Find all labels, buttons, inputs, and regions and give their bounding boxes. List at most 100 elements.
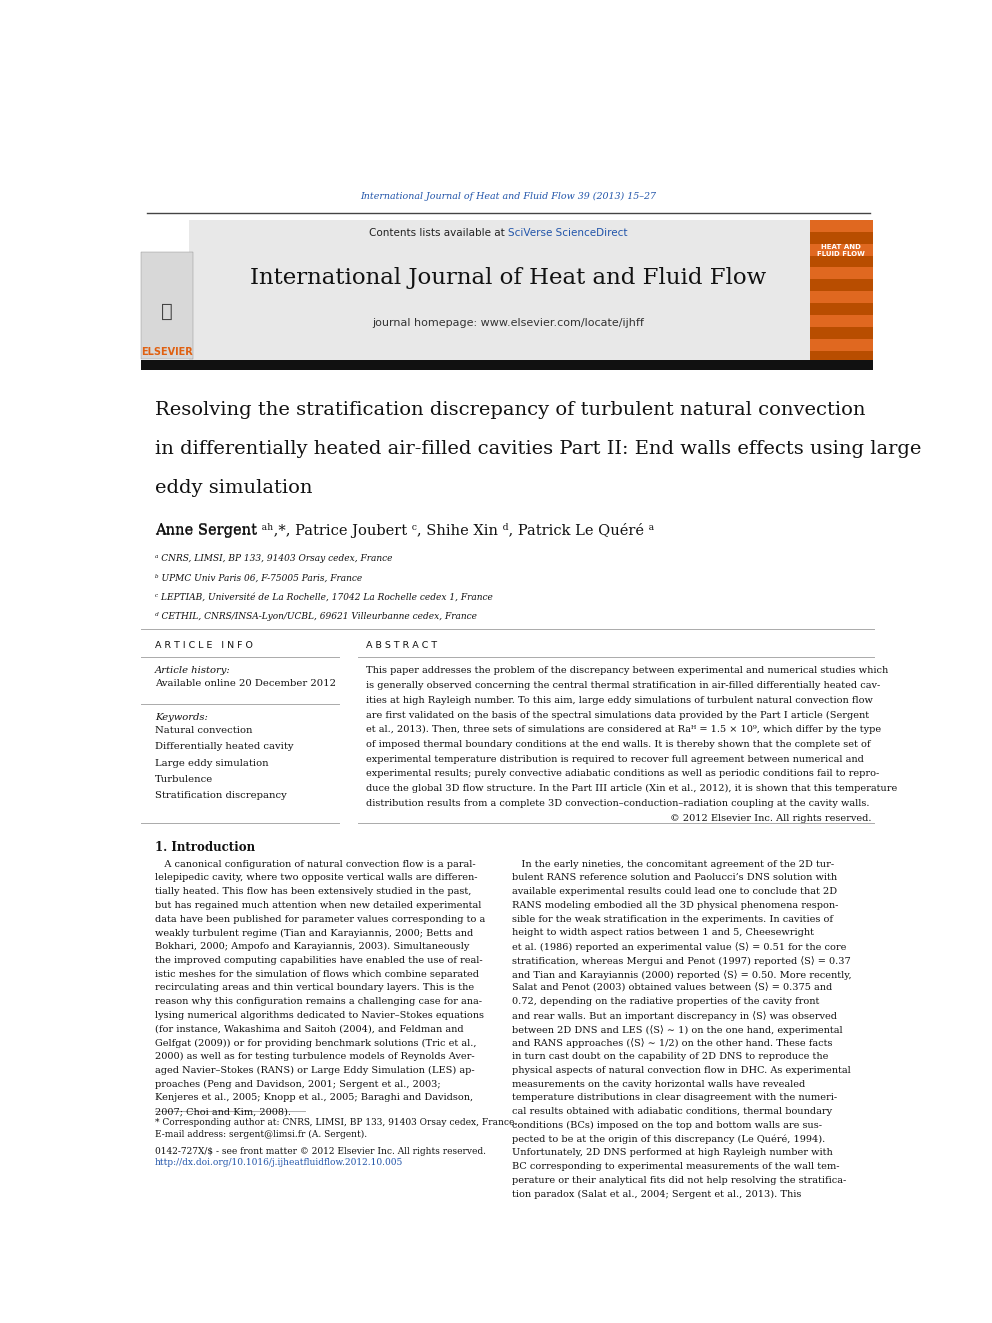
Text: distribution results from a complete 3D convection–conduction–radiation coupling: distribution results from a complete 3D … (366, 799, 870, 808)
Text: journal homepage: www.elsevier.com/locate/ijhff: journal homepage: www.elsevier.com/locat… (372, 318, 645, 328)
Text: measurements on the cavity horizontal walls have revealed: measurements on the cavity horizontal wa… (512, 1080, 806, 1089)
Text: weakly turbulent regime (Tian and Karayiannis, 2000; Betts and: weakly turbulent regime (Tian and Karayi… (155, 929, 473, 938)
Text: experimental results; purely convective adiabatic conditions as well as periodic: experimental results; purely convective … (366, 770, 880, 778)
Bar (809, 220, 873, 232)
Text: are first validated on the basis of the spectral simulations data provided by th: are first validated on the basis of the … (366, 710, 869, 720)
Bar (189, 220, 812, 363)
Text: eddy simulation: eddy simulation (155, 479, 312, 496)
Text: lysing numerical algorithms dedicated to Navier–Stokes equations: lysing numerical algorithms dedicated to… (155, 1011, 484, 1020)
Text: A canonical configuration of natural convection flow is a paral-: A canonical configuration of natural con… (155, 860, 475, 869)
Text: RANS modeling embodied all the 3D physical phenomena respon-: RANS modeling embodied all the 3D physic… (512, 901, 838, 910)
Text: http://dx.doi.org/10.1016/j.ijheatfluidflow.2012.10.005: http://dx.doi.org/10.1016/j.ijheatfluidf… (155, 1158, 403, 1167)
Text: BC corresponding to experimental measurements of the wall tem-: BC corresponding to experimental measure… (512, 1162, 840, 1171)
Text: experimental temperature distribution is required to recover full agreement betw: experimental temperature distribution is… (366, 754, 864, 763)
Bar (809, 232, 873, 243)
Bar (809, 351, 873, 363)
Text: ᵇ UPMC Univ Paris 06, F-75005 Paris, France: ᵇ UPMC Univ Paris 06, F-75005 Paris, Fra… (155, 573, 362, 582)
Text: 2007; Choi and Kim, 2008).: 2007; Choi and Kim, 2008). (155, 1107, 291, 1117)
Text: 1. Introduction: 1. Introduction (155, 841, 255, 855)
Bar (809, 339, 873, 351)
Text: Available online 20 December 2012: Available online 20 December 2012 (155, 679, 335, 688)
Text: A R T I C L E   I N F O: A R T I C L E I N F O (155, 640, 253, 650)
Bar (141, 360, 873, 369)
Text: bulent RANS reference solution and Paolucci’s DNS solution with: bulent RANS reference solution and Paolu… (512, 873, 837, 882)
Text: © 2012 Elsevier Inc. All rights reserved.: © 2012 Elsevier Inc. All rights reserved… (670, 814, 871, 823)
Bar (809, 267, 873, 279)
Text: cal results obtained with adiabatic conditions, thermal boundary: cal results obtained with adiabatic cond… (512, 1107, 832, 1117)
Text: tially heated. This flow has been extensively studied in the past,: tially heated. This flow has been extens… (155, 888, 471, 896)
Text: Kenjeres et al., 2005; Knopp et al., 2005; Baraghi and Davidson,: Kenjeres et al., 2005; Knopp et al., 200… (155, 1093, 473, 1102)
Text: (for instance, Wakashima and Saitoh (2004), and Feldman and: (for instance, Wakashima and Saitoh (200… (155, 1025, 463, 1033)
Text: between 2D DNS and LES (⟨S⟩ ∼ 1) on the one hand, experimental: between 2D DNS and LES (⟨S⟩ ∼ 1) on the … (512, 1025, 843, 1035)
Text: in turn cast doubt on the capability of 2D DNS to reproduce the: in turn cast doubt on the capability of … (512, 1052, 828, 1061)
Text: istic meshes for the simulation of flows which combine separated: istic meshes for the simulation of flows… (155, 970, 479, 979)
Text: SciVerse ScienceDirect: SciVerse ScienceDirect (509, 228, 628, 238)
Bar (809, 315, 873, 327)
Text: A B S T R A C T: A B S T R A C T (366, 640, 437, 650)
Text: temperature distributions in clear disagreement with the numeri-: temperature distributions in clear disag… (512, 1093, 837, 1102)
Text: conditions (BCs) imposed on the top and bottom walls are sus-: conditions (BCs) imposed on the top and … (512, 1121, 822, 1130)
Bar (809, 279, 873, 291)
Text: 2000) as well as for testing turbulence models of Reynolds Aver-: 2000) as well as for testing turbulence … (155, 1052, 474, 1061)
Text: International Journal of Heat and Fluid Flow: International Journal of Heat and Fluid … (250, 267, 767, 288)
Text: et al. (1986) reported an experimental value ⟨S⟩ = 0.51 for the core: et al. (1986) reported an experimental v… (512, 942, 846, 953)
Text: Resolving the stratification discrepancy of turbulent natural convection: Resolving the stratification discrepancy… (155, 401, 865, 419)
Text: stratification, whereas Mergui and Penot (1997) reported ⟨S⟩ = 0.37: stratification, whereas Mergui and Penot… (512, 957, 851, 966)
Text: Article history:: Article history: (155, 665, 230, 675)
Text: ities at high Rayleigh number. To this aim, large eddy simulations of turbulent : ities at high Rayleigh number. To this a… (366, 696, 873, 705)
Text: duce the global 3D flow structure. In the Part III article (Xin et al., 2012), i: duce the global 3D flow structure. In th… (366, 785, 898, 794)
Bar (809, 327, 873, 339)
Text: but has regained much attention when new detailed experimental: but has regained much attention when new… (155, 901, 481, 910)
Text: Anne Sergent: Anne Sergent (155, 524, 261, 537)
Text: aged Navier–Stokes (RANS) or Large Eddy Simulation (LES) ap-: aged Navier–Stokes (RANS) or Large Eddy … (155, 1066, 474, 1076)
Text: Keywords:: Keywords: (155, 713, 207, 722)
Text: tion paradox (Salat et al., 2004; Sergent et al., 2013). This: tion paradox (Salat et al., 2004; Sergen… (512, 1189, 802, 1199)
Text: recirculating areas and thin vertical boundary layers. This is the: recirculating areas and thin vertical bo… (155, 983, 474, 992)
Text: sible for the weak stratification in the experiments. In cavities of: sible for the weak stratification in the… (512, 914, 833, 923)
Text: pected to be at the origin of this discrepancy (Le Quéré, 1994).: pected to be at the origin of this discr… (512, 1135, 825, 1144)
Text: proaches (Peng and Davidson, 2001; Sergent et al., 2003;: proaches (Peng and Davidson, 2001; Serge… (155, 1080, 440, 1089)
Text: physical aspects of natural convection flow in DHC. As experimental: physical aspects of natural convection f… (512, 1066, 851, 1074)
Bar (809, 220, 873, 363)
Text: reason why this configuration remains a challenging case for ana-: reason why this configuration remains a … (155, 998, 482, 1007)
Text: 🌳: 🌳 (161, 302, 173, 321)
Text: Bokhari, 2000; Ampofo and Karayiannis, 2003). Simultaneously: Bokhari, 2000; Ampofo and Karayiannis, 2… (155, 942, 469, 951)
Text: Salat and Penot (2003) obtained values between ⟨S⟩ = 0.375 and: Salat and Penot (2003) obtained values b… (512, 983, 832, 992)
Text: the improved computing capabilities have enabled the use of real-: the improved computing capabilities have… (155, 957, 482, 964)
Text: available experimental results could lead one to conclude that 2D: available experimental results could lea… (512, 888, 837, 896)
Text: height to width aspect ratios between 1 and 5, Cheesewright: height to width aspect ratios between 1 … (512, 929, 814, 938)
Text: Stratification discrepancy: Stratification discrepancy (155, 791, 287, 800)
Text: Natural convection: Natural convection (155, 726, 252, 736)
Text: 0142-727X/$ - see front matter © 2012 Elsevier Inc. All rights reserved.: 0142-727X/$ - see front matter © 2012 El… (155, 1147, 486, 1156)
Text: and Tian and Karayiannis (2000) reported ⟨S⟩ = 0.50. More recently,: and Tian and Karayiannis (2000) reported… (512, 970, 852, 979)
Text: lelepipedic cavity, where two opposite vertical walls are differen-: lelepipedic cavity, where two opposite v… (155, 873, 477, 882)
Bar (809, 255, 873, 267)
Text: perature or their analytical fits did not help resolving the stratifica-: perature or their analytical fits did no… (512, 1176, 846, 1185)
Bar (809, 303, 873, 315)
Text: In the early nineties, the concomitant agreement of the 2D tur-: In the early nineties, the concomitant a… (512, 860, 834, 869)
Text: Unfortunately, 2D DNS performed at high Rayleigh number with: Unfortunately, 2D DNS performed at high … (512, 1148, 833, 1158)
Text: International Journal of Heat and Fluid Flow 39 (2013) 15–27: International Journal of Heat and Fluid … (360, 192, 657, 201)
Text: is generally observed concerning the central thermal stratification in air-fille: is generally observed concerning the cen… (366, 681, 881, 689)
Text: * Corresponding author at: CNRS, LIMSI, BP 133, 91403 Orsay cedex, France.: * Corresponding author at: CNRS, LIMSI, … (155, 1118, 517, 1127)
Bar (809, 291, 873, 303)
Text: and rear walls. But an important discrepancy in ⟨S⟩ was observed: and rear walls. But an important discrep… (512, 1011, 837, 1021)
Text: Differentially heated cavity: Differentially heated cavity (155, 742, 294, 751)
Text: and RANS approaches (⟨S⟩ ∼ 1/2) on the other hand. These facts: and RANS approaches (⟨S⟩ ∼ 1/2) on the o… (512, 1039, 832, 1048)
Text: This paper addresses the problem of the discrepancy between experimental and num: This paper addresses the problem of the … (366, 665, 889, 675)
Text: ᵈ CETHIL, CNRS/INSA-Lyon/UCBL, 69621 Villeurbanne cedex, France: ᵈ CETHIL, CNRS/INSA-Lyon/UCBL, 69621 Vil… (155, 613, 477, 620)
Text: ᵃ CNRS, LIMSI, BP 133, 91403 Orsay cedex, France: ᵃ CNRS, LIMSI, BP 133, 91403 Orsay cedex… (155, 554, 392, 564)
Text: Anne Sergent ᵃʰ,*, Patrice Joubert ᶜ, Shihe Xin ᵈ, Patrick Le Quéré ᵃ: Anne Sergent ᵃʰ,*, Patrice Joubert ᶜ, Sh… (155, 524, 654, 538)
Bar (141, 253, 193, 360)
Text: Gelfgat (2009)) or for providing benchmark solutions (Tric et al.,: Gelfgat (2009)) or for providing benchma… (155, 1039, 476, 1048)
Bar (809, 243, 873, 255)
Text: Contents lists available at: Contents lists available at (369, 228, 509, 238)
Text: et al., 2013). Then, three sets of simulations are considered at Raᴴ = 1.5 × 10⁹: et al., 2013). Then, three sets of simul… (366, 725, 881, 734)
Text: E-mail address: sergent@limsi.fr (A. Sergent).: E-mail address: sergent@limsi.fr (A. Ser… (155, 1130, 367, 1139)
Text: ELSEVIER: ELSEVIER (141, 348, 192, 357)
Text: 0.72, depending on the radiative properties of the cavity front: 0.72, depending on the radiative propert… (512, 998, 819, 1007)
Text: Large eddy simulation: Large eddy simulation (155, 759, 269, 767)
Text: data have been published for parameter values corresponding to a: data have been published for parameter v… (155, 914, 485, 923)
Text: of imposed thermal boundary conditions at the end walls. It is thereby shown tha: of imposed thermal boundary conditions a… (366, 740, 871, 749)
Text: in differentially heated air-filled cavities Part II: End walls effects using la: in differentially heated air-filled cavi… (155, 441, 922, 458)
